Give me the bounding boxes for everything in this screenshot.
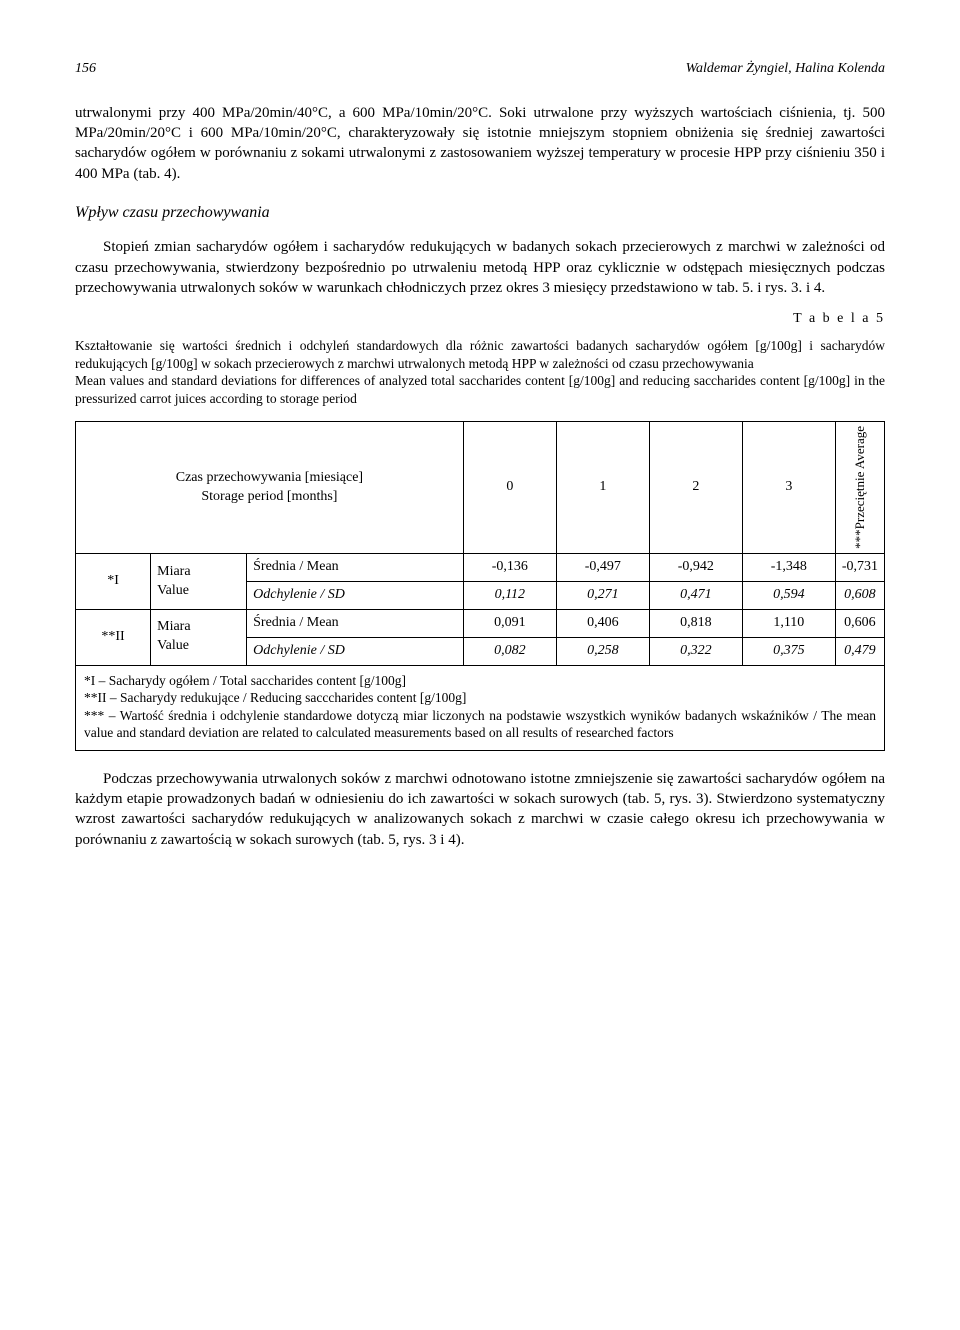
cell: 0,375 xyxy=(742,637,835,665)
paragraph-3: Podczas przechowywania utrwalonych soków… xyxy=(75,769,885,850)
page-header: 156 Waldemar Żyngiel, Halina Kolenda xyxy=(75,60,885,79)
cell: 0,406 xyxy=(556,609,649,637)
data-table: Czas przechowywania [miesiące] Storage p… xyxy=(75,421,885,665)
cell: 0,608 xyxy=(835,582,884,610)
cell: 0,471 xyxy=(649,582,742,610)
caption-en: Mean values and standard deviations for … xyxy=(75,373,885,406)
head-period-pl: Czas przechowywania [miesiące] xyxy=(82,469,457,488)
footnote-3: *** – Wartość średnia i odchylenie stand… xyxy=(84,707,876,742)
cell: 0,606 xyxy=(835,609,884,637)
miara-value-label: MiaraValue xyxy=(151,609,247,665)
table-row: *I MiaraValue Średnia / Mean -0,136 -0,4… xyxy=(76,554,885,582)
mean-label: Średnia / Mean xyxy=(247,554,464,582)
col-3: 3 xyxy=(742,422,835,554)
footnote-2: **II – Sacharydy redukujące / Reducing s… xyxy=(84,689,876,707)
col-0: 0 xyxy=(463,422,556,554)
header-authors: Waldemar Żyngiel, Halina Kolenda xyxy=(686,60,885,79)
miara-value-label: MiaraValue xyxy=(151,554,247,610)
cell: -0,731 xyxy=(835,554,884,582)
cell: -0,136 xyxy=(463,554,556,582)
row-key-II: **II xyxy=(76,609,151,665)
table-caption: Kształtowanie się wartości średnich i od… xyxy=(75,337,885,407)
row-key-I: *I xyxy=(76,554,151,610)
caption-pl: Kształtowanie się wartości średnich i od… xyxy=(75,338,885,371)
footnote-1: *I – Sacharydy ogółem / Total saccharide… xyxy=(84,672,876,690)
mean-label: Średnia / Mean xyxy=(247,609,464,637)
col-2: 2 xyxy=(649,422,742,554)
cell: -0,942 xyxy=(649,554,742,582)
paragraph-2: Stopień zmian sacharydów ogółem i sachar… xyxy=(75,237,885,298)
page-number: 156 xyxy=(75,60,96,79)
cell: -0,497 xyxy=(556,554,649,582)
cell: 0,594 xyxy=(742,582,835,610)
paragraph-1: utrwalonymi przy 400 MPa/20min/40°C, a 6… xyxy=(75,103,885,184)
cell: 0,258 xyxy=(556,637,649,665)
cell: 0,112 xyxy=(463,582,556,610)
table-row: **II MiaraValue Średnia / Mean 0,091 0,4… xyxy=(76,609,885,637)
table-footnotes: *I – Sacharydy ogółem / Total saccharide… xyxy=(75,666,885,751)
cell: 0,082 xyxy=(463,637,556,665)
cell: 0,271 xyxy=(556,582,649,610)
section-heading: Wpływ czasu przechowywania xyxy=(75,202,885,224)
head-period-en: Storage period [months] xyxy=(82,488,457,507)
cell: -1,348 xyxy=(742,554,835,582)
col-average: ***Przeciętnie Average xyxy=(835,422,884,554)
table-label: T a b e l a 5 xyxy=(75,310,885,329)
sd-label: Odchylenie / SD xyxy=(247,582,464,610)
cell: 0,479 xyxy=(835,637,884,665)
cell: 0,818 xyxy=(649,609,742,637)
cell: 0,091 xyxy=(463,609,556,637)
cell: 0,322 xyxy=(649,637,742,665)
col-1: 1 xyxy=(556,422,649,554)
sd-label: Odchylenie / SD xyxy=(247,637,464,665)
head-storage-period: Czas przechowywania [miesiące] Storage p… xyxy=(76,422,464,554)
cell: 1,110 xyxy=(742,609,835,637)
